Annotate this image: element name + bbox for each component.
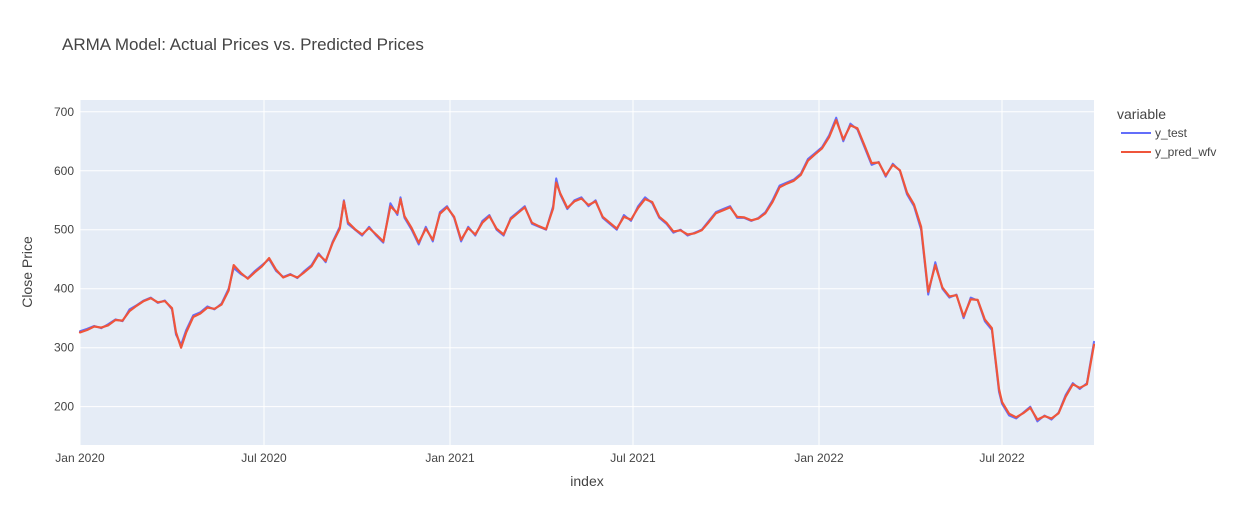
chart-title: ARMA Model: Actual Prices vs. Predicted … (62, 35, 424, 54)
x-tick-label: Jan 2021 (425, 451, 475, 465)
y-tick-label: 400 (54, 282, 74, 296)
legend-item-y-pred-wfv[interactable]: y_pred_wfv (1121, 145, 1216, 159)
legend-title: variable (1117, 106, 1166, 122)
y-tick-label: 200 (54, 400, 74, 414)
y-tick-labels: 200 300 400 500 600 700 (54, 105, 74, 414)
legend: variable y_test y_pred_wfv (1117, 106, 1216, 159)
y-tick-label: 500 (54, 223, 74, 237)
grid-layer (79, 100, 1094, 445)
series-layer (78, 116, 1096, 423)
series-line-y-pred-wfv[interactable] (78, 119, 1096, 421)
y-axis-title: Close Price (19, 236, 35, 308)
y-tick-label: 700 (54, 105, 74, 119)
legend-label-y-test: y_test (1155, 126, 1188, 140)
x-tick-label: Jul 2021 (610, 451, 656, 465)
x-tick-label: Jan 2022 (794, 451, 844, 465)
y-tick-label: 600 (54, 164, 74, 178)
x-tick-labels: Jan 2020 Jul 2020 Jan 2021 Jul 2021 Jan 2022… (55, 451, 1025, 465)
x-tick-label: Jul 2020 (241, 451, 287, 465)
x-axis-title: index (570, 473, 603, 489)
legend-item-y-test[interactable]: y_test (1121, 126, 1188, 140)
x-tick-label: Jul 2022 (979, 451, 1025, 465)
legend-label-y-pred-wfv: y_pred_wfv (1155, 145, 1216, 159)
x-tick-label: Jan 2020 (55, 451, 105, 465)
y-tick-label: 300 (54, 341, 74, 355)
